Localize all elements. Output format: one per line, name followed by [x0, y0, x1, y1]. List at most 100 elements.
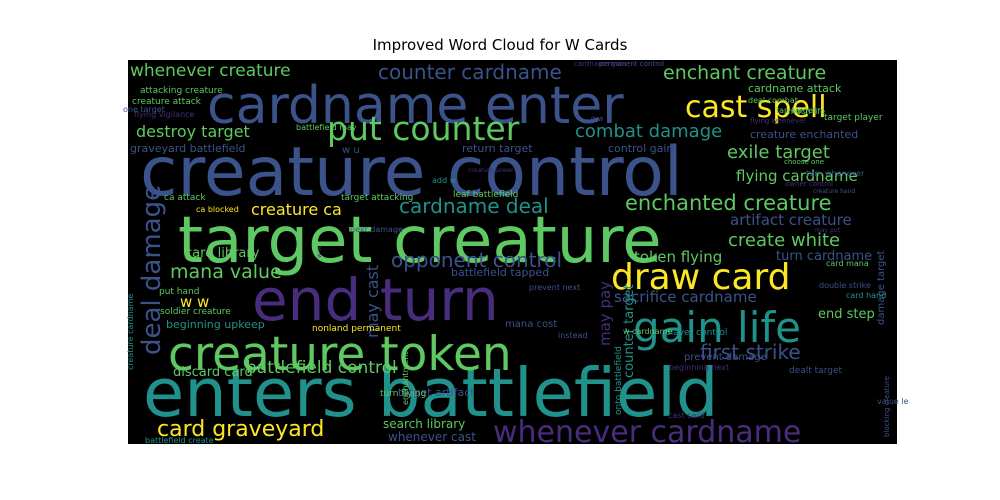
word-artifact-creature: artifact creature: [730, 211, 852, 229]
word-add-w: add w: [432, 176, 457, 185]
word-cardname-gain: cardname gain: [574, 60, 627, 68]
word-draw-card: draw card: [611, 257, 790, 298]
word-whenever-cardname: whenever cardname: [493, 415, 801, 450]
chart-title: Improved Word Cloud for W Cards: [372, 36, 628, 54]
word-create-white: create white: [728, 230, 840, 251]
word-creature-ca: creature ca: [251, 200, 342, 219]
word-nonland-permanent: nonland permanent: [312, 324, 401, 334]
word-cast-card: cast card: [668, 411, 705, 420]
word-ca-attack: ca attack: [164, 193, 206, 203]
word-soldier-creature: soldier creature: [160, 307, 231, 317]
word-choose-one: choose one: [784, 158, 824, 166]
word-whenever-creature: whenever creature: [130, 61, 291, 81]
word-battlefield-control: battlefield control: [246, 358, 397, 378]
word-much-life: much life: [788, 107, 825, 116]
word-end-step: end step: [818, 307, 875, 322]
word-battlefield-may: battlefield may: [296, 123, 357, 132]
word-flying-cardname: flying cardname: [736, 167, 858, 185]
word-target-attacking: target attacking: [341, 193, 413, 203]
word-cardname-enter: cardname enter: [207, 76, 624, 136]
word-turn-cardname: turn cardname: [776, 249, 872, 264]
word-return-target: return target: [462, 142, 533, 155]
word-whenever-cast: whenever cast: [388, 430, 476, 444]
word-card-hand: card hand: [846, 291, 886, 300]
word-creature-hand: creature hand: [813, 188, 855, 195]
word-damage-target: damage target: [876, 250, 887, 325]
word-enchanted-creature: enchanted creature: [625, 191, 832, 215]
word-w-w: w w: [180, 293, 209, 311]
word-cast-spell: cast spell: [685, 90, 827, 125]
word-card-library: card library: [185, 246, 260, 261]
word-may-pay: may pay: [596, 281, 614, 346]
word-w-u: w u: [342, 145, 360, 156]
word-enters-battlefield: enters battlefield: [143, 354, 718, 432]
word-turn-whenever: turn whenever: [806, 169, 865, 178]
word-sacrifice-cardname: sacrifice cardname: [614, 288, 757, 306]
word-opponent-control: opponent control: [391, 248, 562, 272]
word-battlefield-create: battlefield create: [145, 436, 214, 445]
word-target-player: target player: [824, 113, 883, 123]
word-battlefield-tapped: battlefield tapped: [451, 266, 549, 279]
word-counter-target: counter target: [622, 284, 637, 378]
word-creature-cardname: creature cardname: [126, 294, 135, 370]
word-one-target: one target: [123, 105, 165, 114]
word-dealt-target: dealt target: [789, 366, 842, 376]
word-prevent-damage: prevent damage: [684, 352, 767, 363]
word-target-creature: target creature: [178, 204, 662, 278]
word-g-w: g w: [591, 115, 604, 123]
word-cardname-attack: cardname attack: [748, 82, 842, 95]
word-tap-target: tap target: [776, 106, 816, 115]
word-ca-blocked: ca blocked: [196, 205, 239, 214]
word-onto-battlefield: onto battlefield: [614, 346, 624, 415]
word-may-put: may put: [815, 227, 841, 234]
word-mana-cost: mana cost: [505, 319, 557, 330]
word-w-cardname: w cardname: [623, 327, 672, 336]
word-blocking-creature: blocking creature: [883, 376, 891, 437]
word-target-artifact: target artifact: [398, 386, 475, 399]
word-value-le: value le: [877, 397, 909, 406]
word-beginning-next: beginning next: [669, 363, 729, 372]
word-deal-combat: deal combat: [748, 96, 798, 105]
word-beginning-upkeep: beginning upkeep: [166, 318, 265, 331]
word-double-strike: double strike: [819, 281, 871, 290]
word-owner-control: owner control: [785, 180, 833, 188]
word-enchant-creature: enchant creature: [663, 62, 826, 84]
word-w-w: w w: [316, 246, 323, 258]
word-end-turn: end turn: [252, 266, 499, 334]
word-prevent-next: prevent next: [529, 283, 580, 292]
word-put-hand: put hand: [159, 287, 199, 297]
word-creature-enchanted: creature enchanted: [750, 128, 858, 141]
word-may-cast: may cast: [363, 265, 382, 338]
word-cardname-deal: cardname deal: [399, 194, 549, 218]
word-first-strike: first strike: [700, 340, 801, 364]
word-token-flying: token flying: [634, 248, 722, 266]
word-creature-control: creature control: [140, 133, 683, 212]
word-put-counter: put counter: [327, 109, 520, 148]
word-player-control: player control: [665, 328, 727, 338]
word-graveyard-battlefield: graveyard battlefield: [130, 142, 246, 155]
word-permanent-control: permanent control: [599, 60, 664, 68]
word-combat-damage: combat damage: [575, 121, 722, 142]
word-destroy-target: destroy target: [136, 122, 250, 141]
word-cloud-background: [128, 60, 897, 444]
word-deal-damage: deal damage: [137, 185, 167, 355]
word-instead: instead: [558, 331, 588, 340]
word-leaf-battlefield: leaf battlefield: [453, 190, 518, 200]
word-card-graveyard: card graveyard: [157, 417, 324, 442]
word-enchantment: enchantment: [401, 352, 410, 406]
word-creature-attack: creature attack: [132, 97, 202, 107]
word-mana-value: mana value: [170, 261, 282, 283]
word-creature-token: creature token: [168, 327, 512, 382]
word-exile-target: exile target: [727, 142, 830, 163]
word-counter-cardname: counter cardname: [378, 60, 562, 84]
word-gain-life: gain life: [633, 303, 801, 352]
word-next-damage: next damage: [350, 225, 403, 234]
word-card-mana: card mana: [826, 259, 869, 268]
word-flying-whenever: flying whenever: [750, 117, 806, 125]
word-search-library: search library: [383, 417, 465, 431]
word-control-gain: control gain: [608, 142, 673, 155]
word-turn-flying: turn flying: [380, 389, 426, 399]
word-discard-card: discard card: [173, 365, 253, 380]
word-flying-vigilance: flying vigilance: [134, 110, 195, 119]
